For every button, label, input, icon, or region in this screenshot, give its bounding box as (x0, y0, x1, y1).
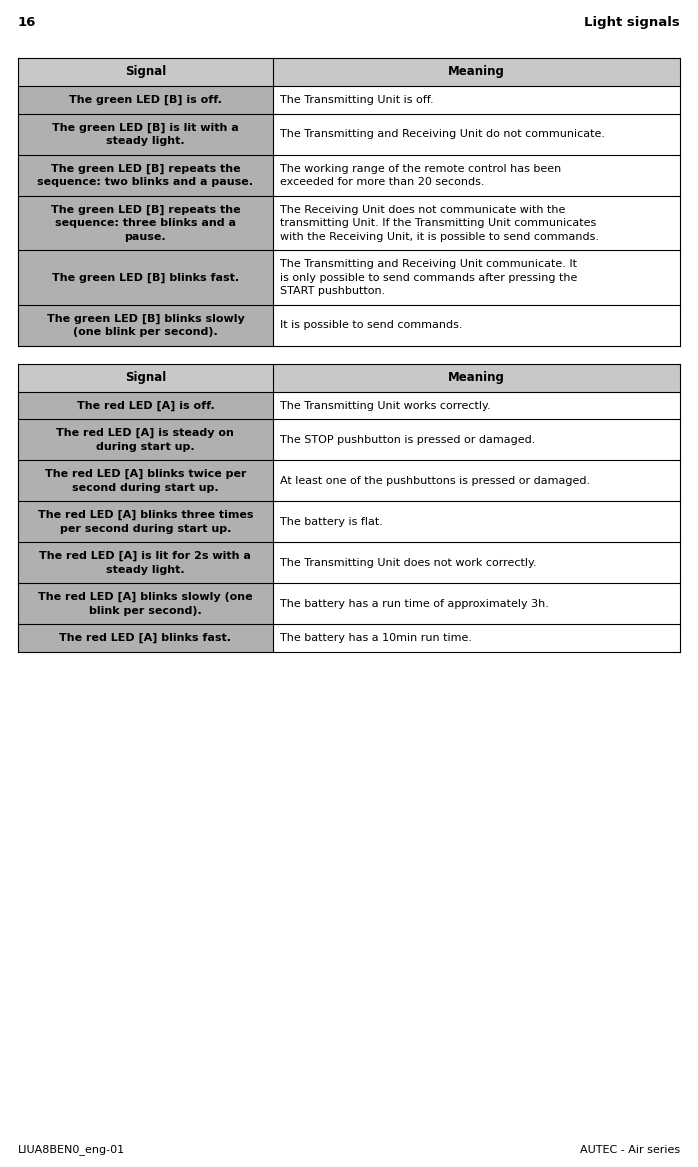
Bar (18, 419, 273, 460)
Text: The battery has a run time of approximately 3h.: The battery has a run time of approximat… (280, 599, 549, 609)
Text: steady light.: steady light. (106, 565, 185, 574)
Text: The green LED [B] is off.: The green LED [B] is off. (69, 95, 222, 105)
Text: pause.: pause. (125, 231, 166, 242)
Bar (18, 584, 273, 624)
Text: The Transmitting and Receiving Unit communicate. It: The Transmitting and Receiving Unit comm… (280, 259, 577, 270)
Text: The green LED [B] blinks slowly: The green LED [B] blinks slowly (47, 314, 244, 323)
Text: during start up.: during start up. (96, 441, 195, 452)
Text: steady light.: steady light. (106, 137, 185, 146)
Text: sequence: two blinks and a pause.: sequence: two blinks and a pause. (38, 177, 253, 187)
Bar (273, 113, 680, 154)
Text: The red LED [A] blinks three times: The red LED [A] blinks three times (38, 510, 253, 520)
Text: is only possible to send commands after pressing the: is only possible to send commands after … (280, 273, 577, 282)
Bar (18, 86, 273, 113)
Bar (18, 58, 680, 86)
Bar (273, 154, 680, 196)
Bar (273, 460, 680, 501)
Text: The STOP pushbutton is pressed or damaged.: The STOP pushbutton is pressed or damage… (280, 435, 535, 445)
Text: transmitting Unit. If the Transmitting Unit communicates: transmitting Unit. If the Transmitting U… (280, 218, 596, 228)
Text: with the Receiving Unit, it is possible to send commands.: with the Receiving Unit, it is possible … (280, 231, 599, 242)
Bar (18, 154, 273, 196)
Bar (273, 305, 680, 345)
Text: The red LED [A] blinks slowly (one: The red LED [A] blinks slowly (one (38, 592, 253, 602)
Bar (273, 196, 680, 250)
Text: The battery has a 10min run time.: The battery has a 10min run time. (280, 633, 472, 643)
Bar (273, 391, 680, 419)
Text: The Transmitting and Receiving Unit do not communicate.: The Transmitting and Receiving Unit do n… (280, 130, 605, 139)
Text: The Transmitting Unit works correctly.: The Transmitting Unit works correctly. (280, 400, 491, 411)
Text: The Receiving Unit does not communicate with the: The Receiving Unit does not communicate … (280, 204, 565, 215)
Text: It is possible to send commands.: It is possible to send commands. (280, 320, 462, 330)
Text: blink per second).: blink per second). (89, 606, 202, 615)
Text: The red LED [A] blinks fast.: The red LED [A] blinks fast. (59, 633, 232, 643)
Text: (one blink per second).: (one blink per second). (73, 327, 218, 337)
Bar (18, 624, 273, 651)
Text: The battery is flat.: The battery is flat. (280, 517, 383, 526)
Bar (273, 584, 680, 624)
Bar (18, 391, 273, 419)
Text: sequence: three blinks and a: sequence: three blinks and a (55, 218, 236, 228)
Text: exceeded for more than 20 seconds.: exceeded for more than 20 seconds. (280, 177, 484, 187)
Text: START pushbutton.: START pushbutton. (280, 286, 385, 296)
Bar (273, 86, 680, 113)
Text: The red LED [A] blinks twice per: The red LED [A] blinks twice per (45, 469, 246, 480)
Text: The red LED [A] is off.: The red LED [A] is off. (77, 400, 214, 411)
Text: The red LED [A] is lit for 2s with a: The red LED [A] is lit for 2s with a (40, 551, 251, 561)
Bar (18, 196, 273, 250)
Bar (273, 624, 680, 651)
Bar (18, 460, 273, 501)
Text: Meaning: Meaning (448, 65, 505, 78)
Bar (18, 113, 273, 154)
Text: second during start up.: second during start up. (72, 482, 218, 492)
Text: The working range of the remote control has been: The working range of the remote control … (280, 163, 561, 174)
Bar (273, 419, 680, 460)
Bar (273, 250, 680, 305)
Bar (18, 363, 680, 391)
Bar (18, 250, 273, 305)
Text: The green LED [B] repeats the: The green LED [B] repeats the (51, 204, 240, 215)
Text: At least one of the pushbuttons is pressed or damaged.: At least one of the pushbuttons is press… (280, 476, 590, 485)
Text: The green LED [B] is lit with a: The green LED [B] is lit with a (52, 123, 239, 133)
Text: Signal: Signal (125, 371, 166, 384)
Text: Light signals: Light signals (584, 16, 680, 29)
Bar (273, 501, 680, 541)
Text: 16: 16 (18, 16, 36, 29)
Text: LIUA8BEN0_eng-01: LIUA8BEN0_eng-01 (18, 1144, 125, 1155)
Text: Meaning: Meaning (448, 371, 505, 384)
Text: Signal: Signal (125, 65, 166, 78)
Bar (273, 541, 680, 584)
Text: The Transmitting Unit is off.: The Transmitting Unit is off. (280, 95, 433, 105)
Text: per second during start up.: per second during start up. (60, 524, 231, 533)
Bar (18, 501, 273, 541)
Text: The green LED [B] blinks fast.: The green LED [B] blinks fast. (52, 273, 239, 282)
Text: The green LED [B] repeats the: The green LED [B] repeats the (51, 163, 240, 174)
Bar (18, 305, 273, 345)
Text: AUTEC - Air series: AUTEC - Air series (580, 1145, 680, 1155)
Text: The Transmitting Unit does not work correctly.: The Transmitting Unit does not work corr… (280, 558, 537, 568)
Bar (18, 541, 273, 584)
Text: The red LED [A] is steady on: The red LED [A] is steady on (57, 428, 235, 439)
